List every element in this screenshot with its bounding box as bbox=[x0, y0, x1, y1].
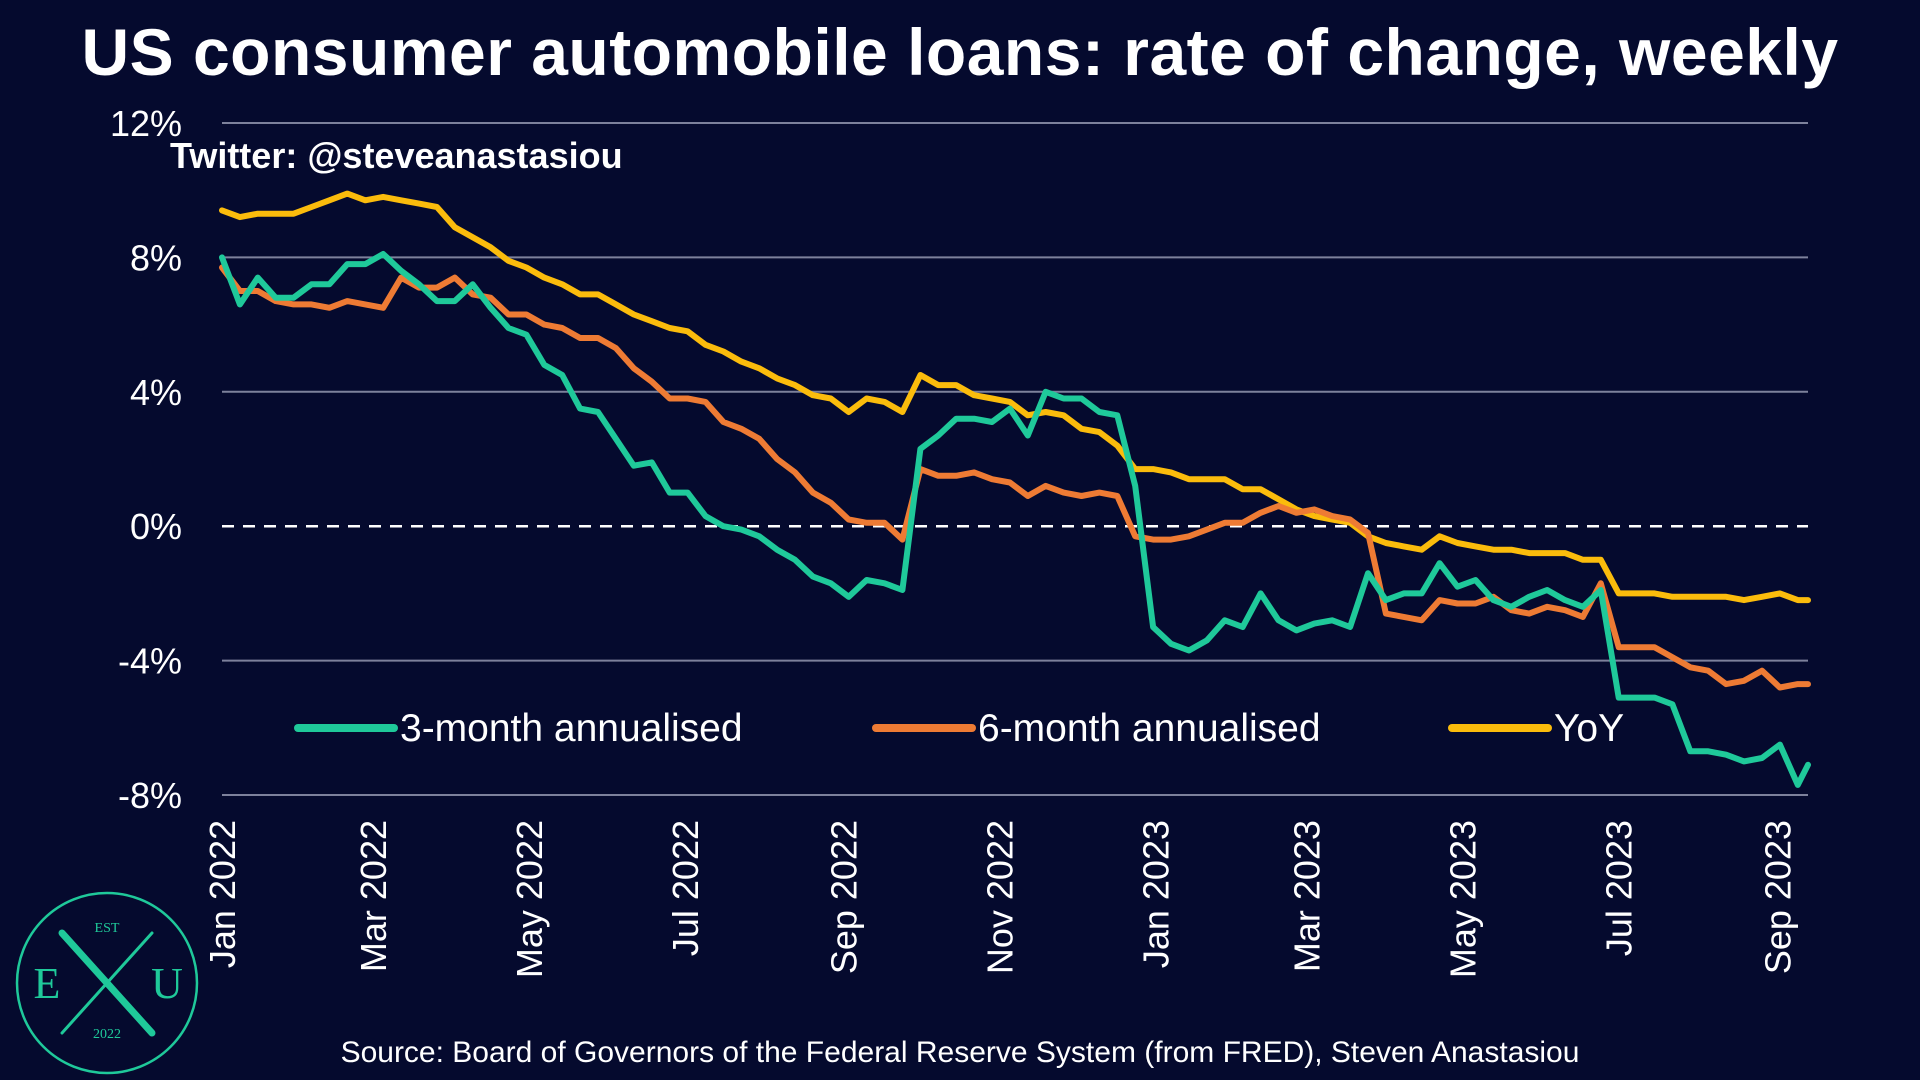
chart-title: US consumer automobile loans: rate of ch… bbox=[81, 15, 1839, 89]
y-axis-ticks: 12% 8% 4% 0% -4% -8% bbox=[110, 103, 182, 816]
exu-logo-icon: EST E U 2022 bbox=[15, 891, 199, 1075]
y-tick-label: -8% bbox=[118, 775, 182, 816]
legend-label: 6-month annualised bbox=[978, 707, 1321, 750]
logo-est: EST bbox=[95, 921, 120, 936]
x-axis-ticks: Jan 2022 Mar 2022 May 2022 Jul 2022 Sep 2022… bbox=[202, 820, 1798, 978]
y-tick-label: 4% bbox=[130, 372, 182, 413]
y-tick-label: 8% bbox=[130, 237, 182, 278]
series-lines bbox=[219, 190, 1811, 788]
logo-stroke-2 bbox=[60, 931, 154, 1035]
x-tick-label: Jul 2023 bbox=[1599, 820, 1640, 956]
x-tick-label: Jan 2022 bbox=[202, 820, 243, 968]
legend-label: YoY bbox=[1554, 707, 1624, 750]
logo-ring bbox=[15, 891, 199, 1075]
x-tick-label: Mar 2022 bbox=[353, 820, 394, 972]
source-note: Source: Board of Governors of the Federa… bbox=[340, 1036, 1580, 1069]
gridlines bbox=[222, 122, 1808, 796]
x-tick-label: Nov 2022 bbox=[980, 820, 1021, 974]
x-tick-label: Mar 2023 bbox=[1287, 820, 1328, 972]
logo-letter-u: U bbox=[151, 959, 183, 1008]
series-line-3 bbox=[219, 190, 1811, 604]
logo-year: 2022 bbox=[93, 1027, 121, 1042]
series-line-2 bbox=[219, 264, 1811, 691]
logo-letter-e: E bbox=[34, 959, 61, 1008]
series-line-1 bbox=[219, 251, 1811, 788]
x-tick-label: Jul 2022 bbox=[665, 820, 706, 956]
y-tick-label: 0% bbox=[130, 506, 182, 547]
x-tick-label: Jan 2023 bbox=[1136, 820, 1177, 968]
x-tick-label: May 2023 bbox=[1443, 820, 1484, 978]
y-tick-label: -4% bbox=[118, 641, 182, 682]
twitter-watermark: Twitter: @steveanastasiou bbox=[170, 135, 623, 176]
legend: 3-month annualised 6-month annualised YoY bbox=[294, 707, 1624, 750]
y-tick-label: 12% bbox=[110, 103, 182, 144]
x-tick-label: May 2022 bbox=[509, 820, 550, 978]
x-tick-label: Sep 2023 bbox=[1757, 820, 1798, 974]
legend-label: 3-month annualised bbox=[400, 707, 743, 750]
x-tick-label: Sep 2022 bbox=[824, 820, 865, 974]
